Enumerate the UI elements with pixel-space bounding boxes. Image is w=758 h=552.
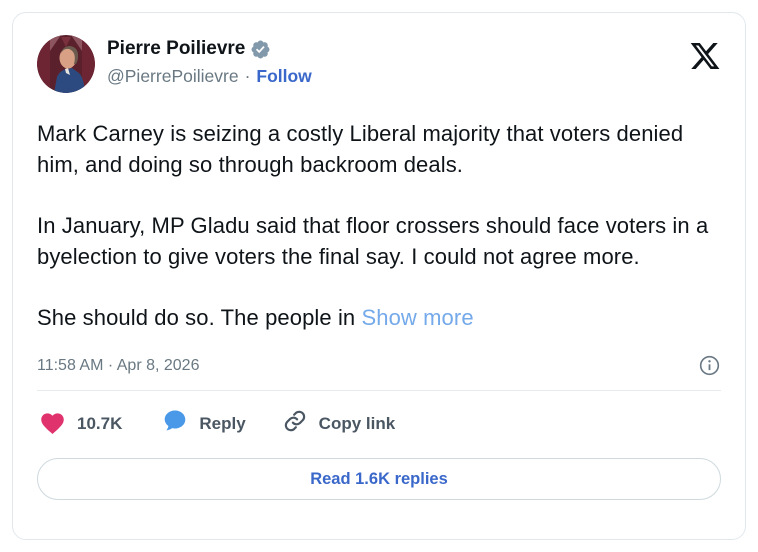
author-name[interactable]: Pierre Poilievre xyxy=(107,38,246,59)
tweet-timestamp[interactable]: 11:58 AM · Apr 8, 2026 xyxy=(37,356,200,374)
like-button[interactable]: 10.7K xyxy=(39,410,122,437)
info-icon[interactable] xyxy=(698,354,721,377)
tweet-paragraph-1: Mark Carney is seizing a costly Liberal … xyxy=(37,121,684,177)
tweet-paragraph-3: She should do so. The people in Show mor… xyxy=(37,302,723,333)
tweet-header: Pierre Poilievre @PierrePoilievre · Foll… xyxy=(37,35,721,93)
follow-link[interactable]: Follow xyxy=(256,66,312,86)
speech-bubble-icon xyxy=(162,408,188,439)
author-identity: Pierre Poilievre @PierrePoilievre · Foll… xyxy=(107,35,689,87)
reply-label: Reply xyxy=(199,413,246,433)
like-count: 10.7K xyxy=(77,413,123,433)
verified-badge-icon xyxy=(251,40,270,58)
tweet-paragraph-3-text: She should do so. The people in xyxy=(37,305,362,330)
tweet-meta-row: 11:58 AM · Apr 8, 2026 xyxy=(37,354,721,377)
chain-link-icon xyxy=(282,408,308,439)
tweet-text: Mark Carney is seizing a costly Liberal … xyxy=(37,118,723,333)
tweet-paragraph-2: In January, MP Gladu said that floor cro… xyxy=(37,213,709,269)
copy-link-button[interactable]: Copy link xyxy=(282,408,396,439)
author-avatar[interactable] xyxy=(37,35,95,93)
show-more-link[interactable]: Show more xyxy=(361,305,474,330)
embedded-tweet-card: Pierre Poilievre @PierrePoilievre · Foll… xyxy=(12,12,746,540)
heart-icon xyxy=(39,410,66,437)
copy-link-label: Copy link xyxy=(318,413,396,433)
engagement-row: 10.7K Reply Copy link xyxy=(37,404,721,445)
author-handle[interactable]: @PierrePoilievre xyxy=(107,66,239,86)
reply-button[interactable]: Reply xyxy=(162,408,246,439)
handle-separator: · xyxy=(244,66,251,86)
avatar-image-icon xyxy=(37,35,95,93)
x-logo-icon[interactable] xyxy=(689,40,721,72)
divider xyxy=(37,390,721,391)
read-replies-button[interactable]: Read 1.6K replies xyxy=(37,458,721,500)
